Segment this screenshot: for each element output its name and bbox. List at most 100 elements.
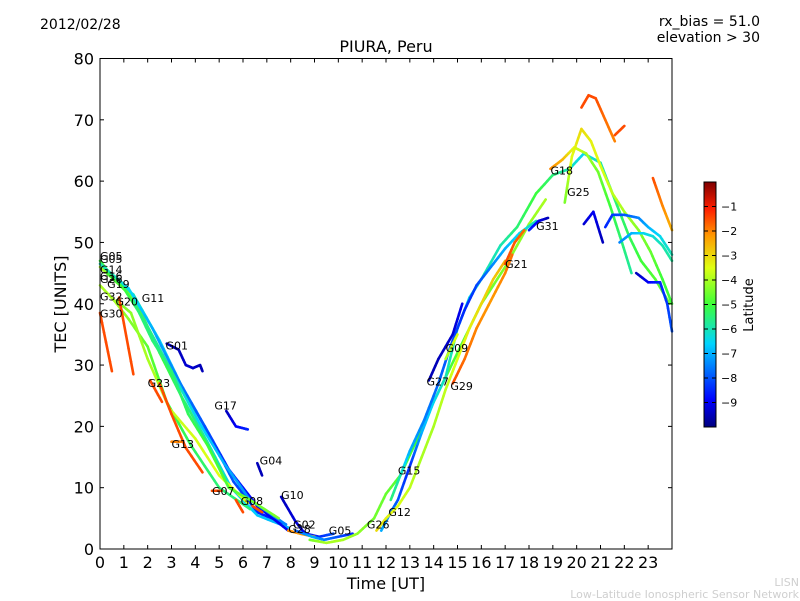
trace-segment [543,200,546,204]
trace-segment [523,230,525,232]
y-axis-label: TEC [UNITS] [51,256,70,354]
y-tick-label: 20 [74,417,94,436]
trace-segment [546,218,548,219]
colorbar-tick-label: −5 [721,299,737,312]
prn-label: G07 [212,485,235,498]
x-tick-label: 12 [376,553,396,572]
x-axis-label: Time [UT] [346,574,425,593]
colorbar-tick-label: −4 [721,274,737,287]
x-tick-label: 19 [543,553,563,572]
y-tick-label: 40 [74,295,94,314]
trace-g22 [615,126,625,135]
trace-segment [246,429,248,430]
colorbar-tick-label: −8 [721,372,737,385]
trace-g03 [653,178,672,230]
x-tick-label: 7 [262,553,272,572]
prn-label: G10 [281,489,304,502]
prn-label: G31 [536,220,559,233]
x-tick-label: 0 [95,553,105,572]
colorbar-tick-label: −1 [721,201,737,214]
trace-segment [623,126,625,128]
trace-segment [148,347,151,356]
x-tick-label: 4 [190,553,200,572]
y-tick-label: 80 [74,50,94,69]
colorbar-tick-label: −3 [721,250,737,263]
prn-label: G01 [166,339,189,352]
trace-g17 [226,411,247,429]
prn-label: G09 [446,342,469,355]
trace-segment [260,511,262,512]
chart-title: PIURA, Peru [339,37,432,56]
x-tick-label: 15 [447,553,467,572]
trace-segment [261,473,262,475]
prn-label: G23 [148,377,171,390]
trace-segment [242,510,243,512]
x-tick-label: 22 [614,553,634,572]
rx-bias-label: rx_bias = 51.0 [659,14,760,31]
elevation-label: elevation > 30 [657,30,760,47]
trace-segment [151,356,154,365]
prn-label: G11 [142,292,165,305]
x-tick-label: 5 [214,553,224,572]
watermark-network: Low-Latitude Ionospheric Sensor Network [570,588,799,601]
y-tick-label: 0 [84,540,94,559]
prn-label: G18 [550,165,573,178]
trace-segment [104,332,106,342]
prn-label: G13 [172,438,195,451]
trace-segment [124,323,126,336]
data-traces [100,95,672,543]
prn-label: G28 [288,523,311,536]
prn-label: G30 [100,308,123,321]
prn-label: G12 [388,506,411,519]
prn-label: G17 [214,400,237,413]
prn-label: G19 [107,278,130,291]
x-tick-label: 1 [119,553,129,572]
prn-label: G20 [115,295,138,308]
trace-segment [102,323,104,333]
trace-segment [461,304,463,309]
prn-label: G04 [260,455,283,468]
trace-segment [126,336,128,349]
x-tick-label: 10 [328,553,348,572]
trace-segment [200,468,203,472]
x-tick-label: 2 [143,553,153,572]
plot-frame [100,59,672,550]
trace-g26pm [381,154,669,531]
trace-segment [630,268,632,273]
y-tick-label: 30 [74,356,94,375]
prn-label: G25 [567,186,590,199]
trace-g16 [584,212,603,243]
trace-segment [108,352,110,362]
colorbar-tick-label: −2 [721,225,737,238]
prn-label: G15 [398,465,421,478]
trace-g19 [107,273,286,524]
colorbar-tick-label: −6 [721,323,737,336]
x-tick-label: 17 [495,553,515,572]
trace-g30 [100,313,112,371]
y-tick-label: 70 [74,111,94,130]
trace-segment [160,398,162,402]
colorbar-label: Latitude [742,278,757,332]
x-tick-label: 11 [352,553,372,572]
y-tick-label: 50 [74,233,94,252]
prn-label: G26 [367,518,390,531]
x-tick-label: 18 [519,553,539,572]
x-tick-label: 16 [471,553,491,572]
prn-label: G05 [329,525,352,538]
trace-segment [613,138,615,142]
trace-segment [129,349,131,362]
x-tick-label: 21 [590,553,610,572]
x-tick-label: 13 [400,553,420,572]
trace-g09eve [636,273,672,331]
y-tick-label: 10 [74,479,94,498]
colorbar-tick-label: −7 [721,348,737,361]
trace-segment [148,359,152,367]
x-tick-label: 8 [286,553,296,572]
prn-label: G29 [450,380,473,393]
trace-segment [131,361,133,374]
x-tick-label: 9 [309,553,319,572]
x-tick-label: 3 [166,553,176,572]
x-tick-label: 6 [238,553,248,572]
